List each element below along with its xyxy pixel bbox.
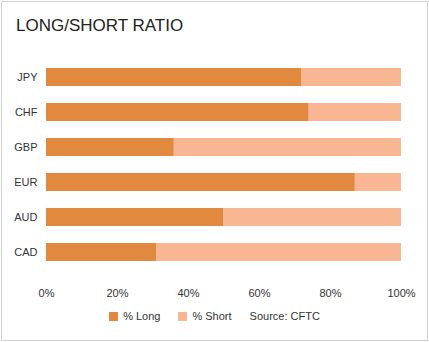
svg-text:GBP: GBP bbox=[14, 141, 37, 153]
svg-text:CHF: CHF bbox=[15, 106, 38, 118]
svg-text:AUD: AUD bbox=[14, 211, 37, 223]
svg-text:40%: 40% bbox=[177, 287, 199, 299]
svg-text:0%: 0% bbox=[39, 287, 55, 299]
html-text:% Short: % Short bbox=[192, 310, 232, 322]
svg-text:JPY: JPY bbox=[17, 71, 38, 83]
svg-text:100%: 100% bbox=[387, 287, 415, 299]
svg-text:CAD: CAD bbox=[14, 246, 37, 258]
html-text:Source: CFTC: Source: CFTC bbox=[249, 310, 320, 322]
html-text:% Long: % Long bbox=[123, 310, 161, 322]
html-text:LONG/SHORT RATIO: LONG/SHORT RATIO bbox=[16, 16, 184, 35]
svg-text:20%: 20% bbox=[106, 287, 128, 299]
svg-text:EUR: EUR bbox=[14, 176, 37, 188]
svg-text:80%: 80% bbox=[319, 287, 341, 299]
svg-text:60%: 60% bbox=[248, 287, 270, 299]
